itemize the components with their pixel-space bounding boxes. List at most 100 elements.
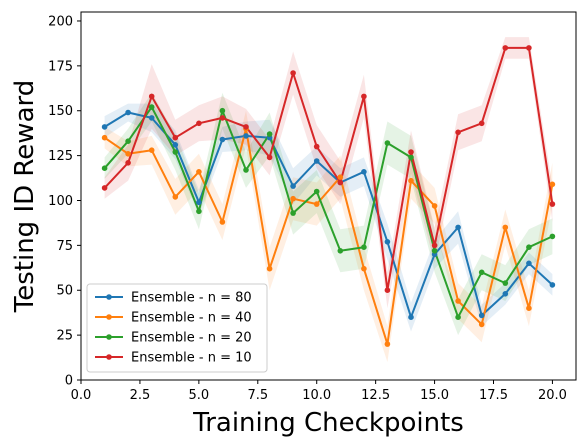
- point-series-3-16: [478, 120, 485, 127]
- point-series-3-18: [526, 45, 532, 51]
- point-series-0-19: [549, 282, 556, 288]
- point-series-3-12: [384, 287, 391, 294]
- point-series-3-8: [290, 70, 296, 76]
- point-series-1-17: [502, 224, 509, 231]
- series-lines: [103, 46, 554, 346]
- x-tick-label: 7.5: [247, 388, 268, 403]
- legend: Ensemble - n = 80 Ensemble - n = 40 Ensemb…: [86, 283, 268, 373]
- point-series-3-6: [243, 124, 249, 130]
- x-tick-label: 2.5: [130, 388, 151, 403]
- x-tick-label: 5.0: [189, 388, 210, 403]
- y-tick-label: 125: [48, 149, 73, 164]
- point-series-2-2: [148, 104, 155, 110]
- point-series-0-2: [148, 115, 155, 121]
- y-tick-label: 150: [48, 104, 73, 119]
- x-axis: 0.0 2.5 5.0 7.5 10.0 12.5 15.0 17.5 20.0: [71, 380, 567, 403]
- x-tick-label: 0.0: [71, 388, 92, 403]
- point-series-2-9: [313, 188, 320, 195]
- x-tick-label: 10.0: [302, 388, 331, 403]
- point-series-0-9: [313, 158, 320, 164]
- point-series-3-15: [455, 129, 461, 136]
- legend-marker: [106, 354, 112, 360]
- legend-label: Ensemble - n = 40: [131, 311, 252, 326]
- point-series-0-4: [196, 199, 202, 206]
- y-tick-label: 175: [48, 59, 73, 74]
- line-series-3: [103, 46, 554, 292]
- point-series-0-16: [478, 312, 485, 319]
- point-series-0-13: [408, 314, 414, 321]
- point-series-1-18: [526, 305, 532, 312]
- x-axis-title: Training Checkpoints: [192, 408, 464, 438]
- point-series-2-10: [337, 248, 344, 254]
- x-tick-label: 20.0: [538, 388, 567, 403]
- point-series-2-8: [290, 210, 296, 216]
- series-points: [101, 45, 556, 347]
- point-series-3-17: [502, 45, 509, 51]
- point-series-0-1: [125, 109, 131, 116]
- point-series-1-9: [313, 201, 320, 207]
- y-tick-label: 200: [48, 14, 73, 29]
- point-series-1-8: [290, 195, 296, 202]
- point-series-1-0: [101, 134, 108, 141]
- legend-box: [86, 283, 268, 373]
- y-tick-label: 75: [56, 239, 73, 254]
- point-series-0-11: [361, 169, 367, 175]
- point-series-1-7: [266, 265, 273, 272]
- point-series-1-5: [219, 219, 226, 225]
- point-series-2-17: [502, 280, 509, 286]
- y-tick-label: 0: [65, 374, 73, 389]
- point-series-1-2: [148, 147, 155, 153]
- point-series-2-16: [478, 269, 485, 276]
- point-series-1-10: [337, 174, 344, 180]
- point-series-3-5: [219, 115, 226, 121]
- point-series-3-10: [337, 179, 344, 186]
- point-series-3-11: [361, 93, 367, 100]
- point-series-2-7: [266, 131, 273, 137]
- point-series-0-0: [101, 124, 108, 130]
- point-series-1-19: [549, 181, 556, 188]
- point-series-0-12: [384, 239, 391, 245]
- legend-marker: [106, 314, 112, 320]
- plot-frame: [80, 11, 577, 381]
- point-series-2-13: [408, 154, 414, 161]
- y-tick-label: 50: [56, 284, 73, 299]
- point-series-0-17: [502, 291, 509, 297]
- point-series-2-6: [243, 167, 249, 173]
- point-series-2-11: [361, 244, 367, 250]
- point-series-3-14: [431, 242, 438, 249]
- line-series-2: [103, 106, 553, 319]
- point-series-1-14: [431, 203, 438, 209]
- point-series-1-13: [408, 177, 414, 184]
- y-axis-title: Testing ID Reward: [10, 80, 40, 313]
- point-series-0-5: [219, 136, 226, 143]
- point-series-1-16: [478, 321, 485, 328]
- point-series-3-19: [549, 201, 556, 207]
- legend-marker: [106, 294, 112, 300]
- point-series-2-1: [125, 138, 131, 144]
- legend-label: Ensemble - n = 80: [131, 291, 252, 306]
- point-series-1-4: [196, 169, 202, 175]
- line-series-0: [104, 111, 554, 319]
- point-series-3-0: [101, 185, 108, 191]
- point-series-2-0: [101, 165, 108, 171]
- y-tick-label: 25: [56, 329, 73, 344]
- band-series-0: [104, 103, 553, 332]
- point-series-2-18: [526, 244, 532, 250]
- point-series-3-2: [148, 93, 155, 100]
- point-series-3-7: [266, 154, 273, 161]
- x-tick-label: 17.5: [479, 388, 508, 403]
- point-series-0-6: [243, 133, 249, 139]
- point-series-2-12: [384, 140, 391, 146]
- point-series-2-15: [455, 314, 461, 321]
- point-series-2-5: [219, 107, 226, 114]
- point-series-1-3: [172, 194, 179, 200]
- x-tick-label: 12.5: [361, 388, 390, 403]
- point-series-1-11: [361, 265, 367, 272]
- point-series-0-8: [290, 183, 296, 189]
- point-series-1-12: [384, 341, 391, 347]
- point-series-2-14: [431, 248, 438, 254]
- point-series-3-9: [313, 143, 320, 150]
- point-series-3-4: [196, 120, 202, 127]
- y-tick-label: 100: [48, 194, 73, 209]
